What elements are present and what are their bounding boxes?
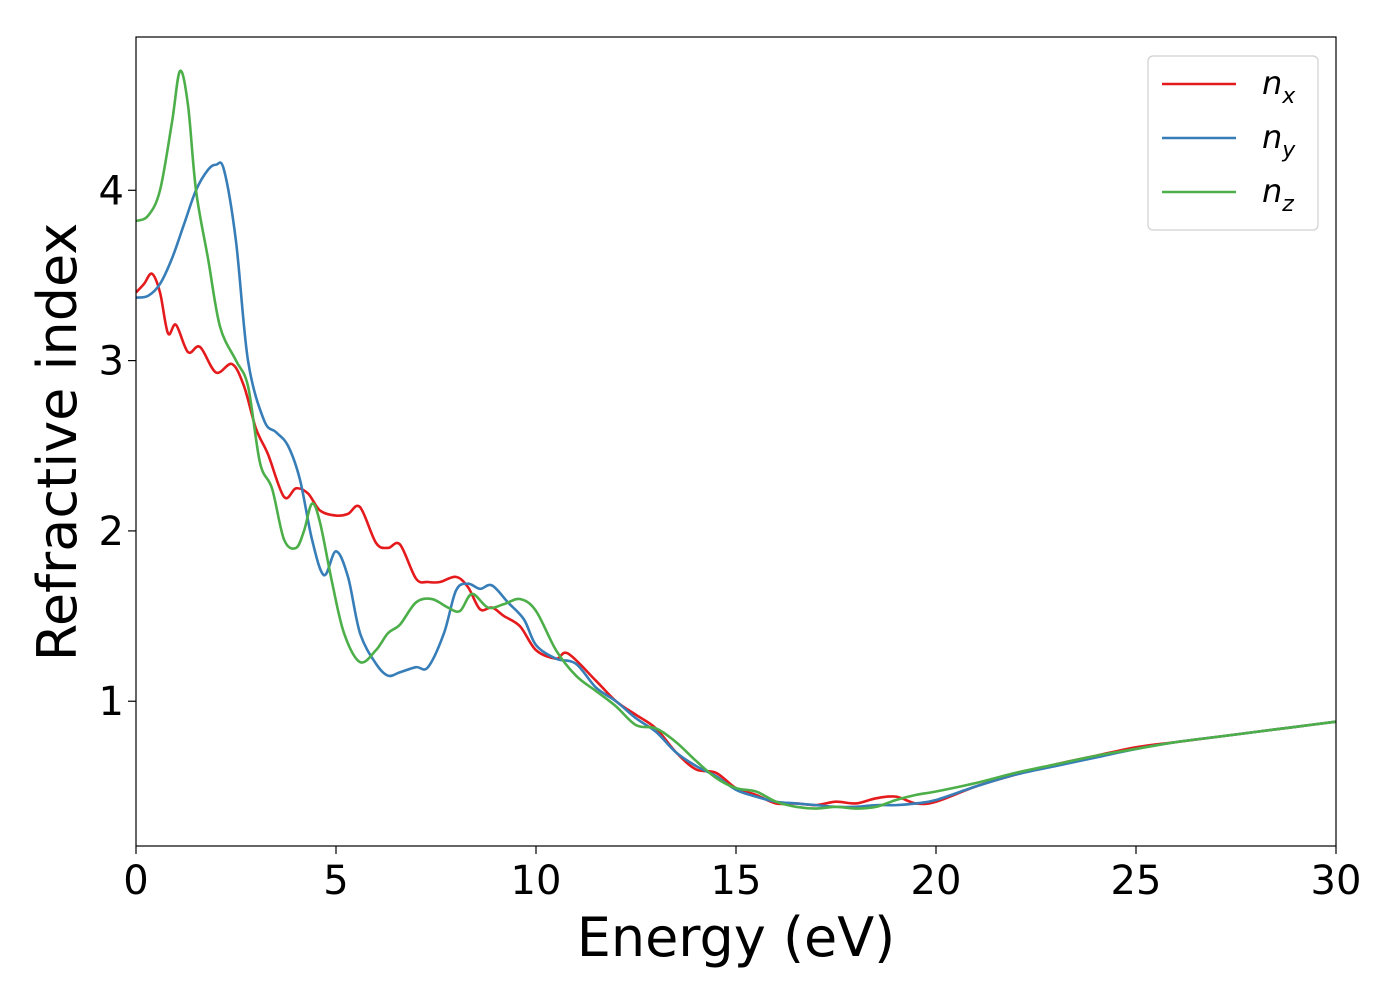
x-tick-label-0: 0 — [123, 858, 148, 904]
legend-label-subscript: z — [1281, 192, 1294, 217]
legend-label-subscript: y — [1281, 138, 1296, 163]
legend-box — [1147, 55, 1319, 231]
y-tick-label-2: 2 — [99, 509, 124, 555]
legend-label-base: n — [1262, 64, 1282, 102]
axes: 0 5 10 15 20 25 30 1 2 3 4 — [99, 36, 1362, 904]
x-tick-label-20: 20 — [911, 858, 962, 904]
series-line-z — [136, 69, 1336, 810]
legend-label-subscript: x — [1281, 84, 1296, 109]
x-axis-label: Energy (eV) — [577, 906, 896, 969]
y-axis-label: Refractive index — [26, 223, 89, 662]
legend-label-base: n — [1262, 118, 1282, 156]
y-tick-label-1: 1 — [99, 679, 124, 725]
x-tick-label-10: 10 — [511, 858, 562, 904]
x-tick-label-15: 15 — [711, 858, 762, 904]
series-line-y — [136, 161, 1336, 809]
x-tick-label-25: 25 — [1111, 858, 1162, 904]
y-tick-label-4: 4 — [99, 168, 124, 214]
y-tick-label-3: 3 — [99, 339, 124, 385]
legend-label-x: nx — [1262, 64, 1296, 109]
x-tick-label-30: 30 — [1311, 858, 1362, 904]
series-line-x — [136, 272, 1336, 807]
plot-area — [136, 69, 1336, 810]
legend-label-y: ny — [1262, 118, 1296, 163]
legend-label-base: n — [1262, 172, 1282, 210]
x-tick-label-5: 5 — [323, 858, 348, 904]
legend-label-z: nz — [1262, 172, 1294, 217]
